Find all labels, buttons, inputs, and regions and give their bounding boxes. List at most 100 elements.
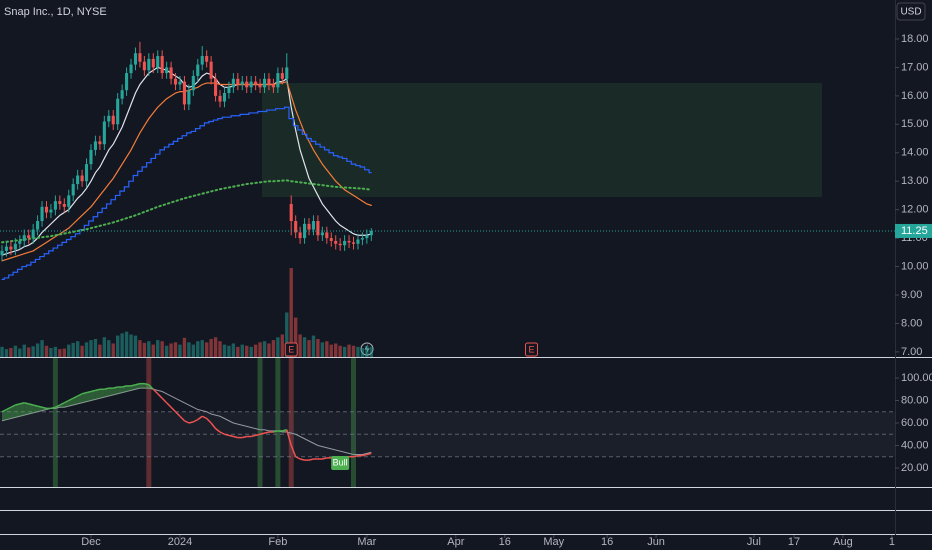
last-price-box	[895, 223, 932, 238]
x-tick-label: Jun	[647, 536, 665, 548]
candle-body	[116, 98, 120, 125]
volume-bar	[236, 346, 240, 357]
candle-body	[125, 73, 129, 91]
volume-bar	[240, 344, 244, 357]
candle-body	[102, 121, 106, 145]
candle-body	[231, 78, 235, 88]
oscillator-segment	[113, 386, 118, 389]
oscillator-segment	[264, 431, 270, 434]
volume-bar	[62, 348, 66, 357]
x-tick-label: Mar	[357, 536, 376, 548]
oscillator-segment	[259, 432, 265, 435]
candle-body	[316, 221, 320, 236]
currency-button[interactable]	[896, 2, 926, 21]
candle-body	[80, 175, 84, 182]
volume-bar	[276, 337, 280, 357]
volume-bar	[164, 345, 169, 357]
volume-bar	[316, 338, 320, 357]
oscillator-segment	[24, 402, 29, 405]
oscillator-segment	[210, 422, 217, 430]
bull-fill	[24, 402, 29, 416]
volume-bar	[0, 346, 4, 357]
oscillator-segment	[55, 404, 61, 408]
oscillator-segment	[228, 434, 234, 438]
volume-bar	[58, 349, 62, 357]
candle-body	[222, 93, 227, 102]
oscillator-segment	[121, 385, 127, 388]
volume-bar	[325, 341, 329, 357]
currency-label[interactable]: USD	[900, 7, 921, 18]
oscillator-segment	[86, 390, 92, 394]
volume-bar	[196, 341, 200, 357]
bull-fill	[99, 389, 105, 399]
volume-bar	[13, 345, 18, 357]
candle-body	[249, 81, 253, 88]
x-tick-label: 17	[788, 536, 800, 548]
volume-bar	[200, 340, 204, 357]
event-marker[interactable]	[284, 342, 298, 357]
volume-bar	[307, 340, 311, 357]
candle-body	[369, 230, 373, 236]
oscillator-segment	[242, 435, 247, 439]
candle-body	[151, 58, 155, 68]
volume-bar	[213, 337, 218, 357]
volume-bar	[9, 347, 13, 357]
y-tick-label: 16.00	[901, 90, 929, 102]
candle-body	[258, 84, 262, 88]
oscillator-segment	[104, 387, 109, 390]
candle-body	[18, 240, 22, 244]
candle-body	[76, 175, 80, 185]
volume-bar	[334, 343, 338, 357]
oscillator-segment	[255, 433, 261, 437]
oscillator-segment	[233, 435, 239, 439]
x-tick-label: Jul	[747, 536, 761, 548]
candle-body	[22, 235, 26, 241]
last-price-label: 11.25	[901, 225, 928, 237]
oscillator-segment	[161, 397, 168, 404]
y-tick-label: 14.00	[901, 147, 929, 159]
oscillator-segment	[206, 417, 212, 424]
volume-bar	[342, 346, 347, 357]
oscillator-segment	[197, 415, 203, 421]
signal-band	[288, 358, 294, 487]
bull-fill	[19, 402, 25, 417]
bull-fill	[139, 383, 145, 389]
volume-bar	[369, 346, 373, 357]
candle-body	[351, 242, 356, 244]
volume-bar	[147, 341, 151, 357]
oscillator-segment	[10, 404, 16, 408]
volume-bar	[173, 342, 178, 357]
volume-bar	[356, 346, 360, 357]
y-tick-label: 60.00	[901, 417, 929, 429]
candle-body	[27, 235, 31, 239]
candle-body	[9, 246, 13, 250]
volume-bar	[204, 342, 209, 357]
volume-bar	[249, 346, 253, 357]
volume-bar	[151, 344, 155, 357]
candle-body	[240, 81, 244, 85]
volume-bar	[93, 338, 98, 357]
volume-bar	[365, 345, 369, 357]
signal-band	[257, 358, 263, 487]
bull-fill	[15, 403, 20, 418]
oscillator-segment	[95, 388, 101, 392]
volume-bar	[302, 337, 307, 357]
candle-body	[187, 90, 191, 105]
oscillator-segment	[215, 428, 221, 433]
volume-bar	[338, 345, 342, 357]
volume-bar	[107, 340, 111, 357]
bull-fill	[108, 388, 114, 397]
volume-bar	[31, 346, 35, 357]
candle-body	[4, 246, 9, 251]
bull-fill	[77, 393, 83, 404]
candle-body	[133, 53, 138, 65]
oscillator-segment	[179, 415, 185, 422]
oscillator-segment	[362, 453, 368, 457]
y-tick-label: 7.00	[901, 346, 922, 358]
candle-body	[165, 67, 169, 74]
y-tick-label: 15.00	[901, 118, 929, 130]
event-marker[interactable]	[524, 342, 538, 357]
candle-body	[173, 78, 178, 85]
volume-bar	[160, 341, 164, 357]
